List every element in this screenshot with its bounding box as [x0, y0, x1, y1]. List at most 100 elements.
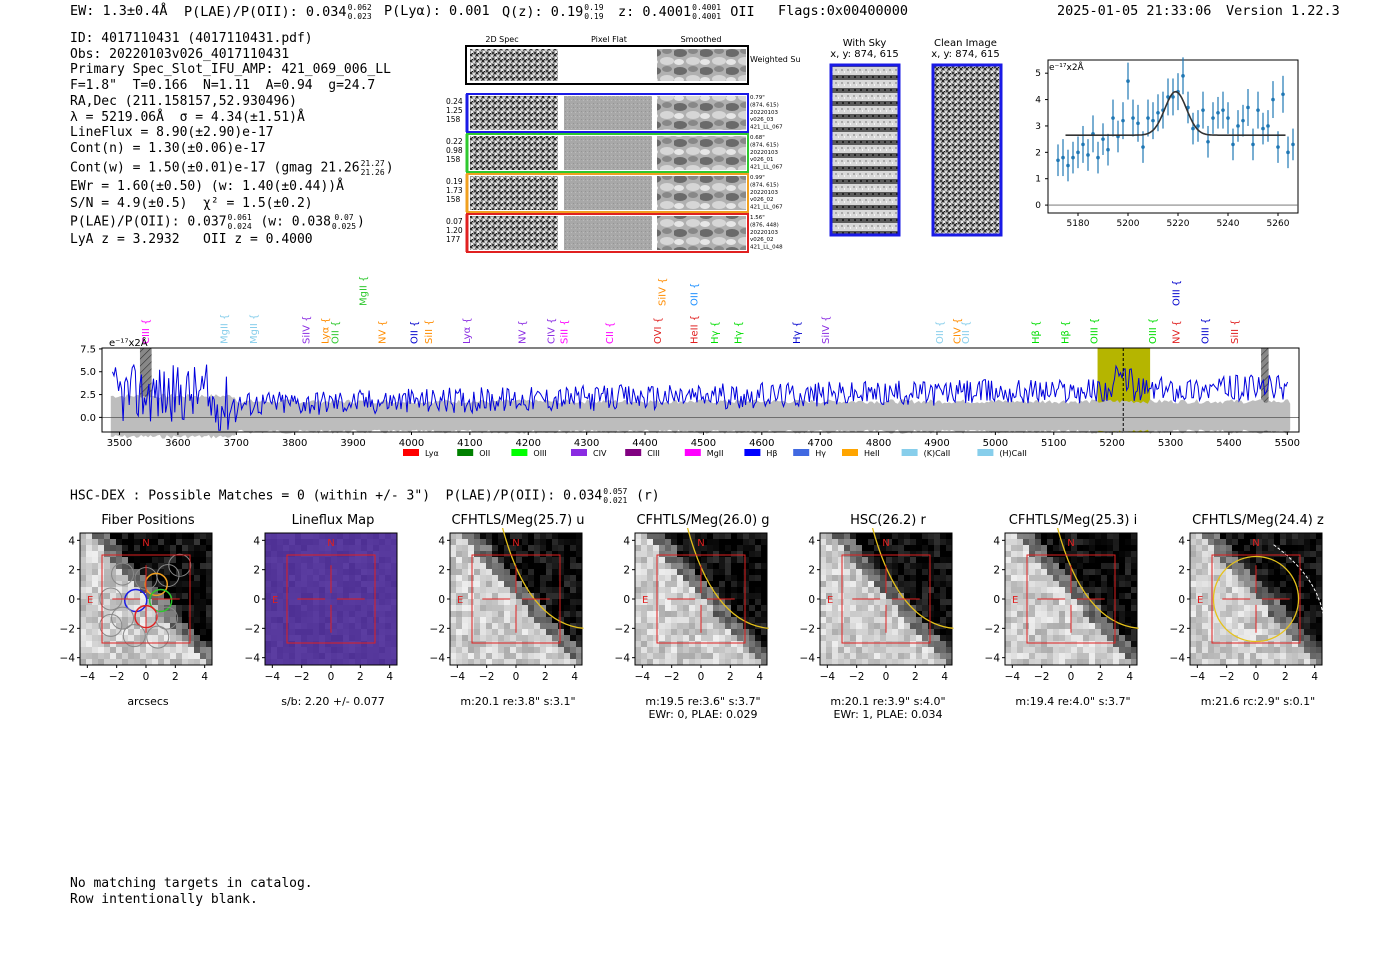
cutout-pixel — [1232, 539, 1239, 546]
cutout-pixel — [122, 611, 129, 618]
cutout-pixel — [1190, 593, 1197, 600]
info-sn: S/N = 4.9(±0.5) χ² = 1.5(±0.2) — [70, 196, 313, 212]
cutout-pixel — [1190, 545, 1197, 552]
cutout-pixel — [277, 659, 284, 666]
cutout-pixel — [1083, 647, 1090, 654]
cutout-pixel — [898, 641, 905, 648]
cutout-pixel — [104, 659, 111, 666]
cutout-pixel — [1071, 635, 1078, 642]
cutout-pixel — [307, 605, 314, 612]
cutout-pixel — [552, 611, 559, 618]
cutout-pixel — [313, 629, 320, 636]
cutout-pixel — [862, 647, 869, 654]
cutout-pixel — [1119, 563, 1126, 570]
cutout-pixel — [671, 587, 678, 594]
cutout-pixel — [564, 569, 571, 576]
spec2d-row-1-2dspec — [470, 136, 558, 170]
cutout-pixel — [880, 563, 887, 570]
cutout-pixel — [862, 641, 869, 648]
cutout-pixel — [904, 539, 911, 546]
zoom-xtick-label: 5220 — [1167, 219, 1190, 229]
cutout-pixel — [1262, 593, 1269, 600]
cutout-pixel — [1268, 629, 1275, 636]
spectral-line-labels: CIII {MgII {MgII {SiIV {Lyα {OII {MgII {… — [141, 276, 1241, 344]
cutout-pixel — [719, 641, 726, 648]
cutout-pixel — [98, 563, 105, 570]
spec2d-row-0-meta: v026_03 — [750, 117, 774, 123]
cutout-pixel — [313, 617, 320, 624]
cutout-pixel — [1119, 611, 1126, 618]
cutout-pixel — [940, 593, 947, 600]
cutout-pixel — [1292, 587, 1299, 594]
cutout-pixel — [1292, 575, 1299, 582]
cutout-pixel — [379, 557, 386, 564]
cutout-pixel — [1053, 557, 1060, 564]
cutout-pixel — [1286, 557, 1293, 564]
cutout-pixel — [641, 557, 648, 564]
cutout-pixel — [516, 629, 523, 636]
cutout-pixel — [904, 581, 911, 588]
cutout-pixel — [152, 605, 159, 612]
cutout-pixel — [904, 653, 911, 660]
cutout-pixel — [80, 653, 87, 660]
cutout-pixel — [301, 611, 308, 618]
cutout-pixel — [874, 605, 881, 612]
cutout-pixel — [755, 575, 762, 582]
cutout-pixel — [940, 617, 947, 624]
cutout-pixel — [1316, 635, 1323, 642]
cutout-pixel — [898, 587, 905, 594]
cutout-pixel — [904, 635, 911, 642]
cutout-pixel — [128, 575, 135, 582]
cutout-pixel — [122, 539, 129, 546]
cutout-pixel — [462, 581, 469, 588]
cutout-pixel — [552, 551, 559, 558]
cutout-pixel — [349, 539, 356, 546]
cutout-pixel — [492, 551, 499, 558]
cutout-pixel — [361, 545, 368, 552]
cutout-pixel — [152, 557, 159, 564]
cutout-pixel — [1035, 605, 1042, 612]
cutout-pixel — [844, 551, 851, 558]
cutout-pixel — [862, 557, 869, 564]
cutout-pixel — [349, 659, 356, 666]
cutout-pixel — [558, 635, 565, 642]
cutout-pixel — [146, 659, 153, 666]
spectrum-ytick-label: 7.5 — [80, 344, 96, 355]
cutout-pixel — [1029, 575, 1036, 582]
cutout-pixel — [373, 611, 380, 618]
cutout-pixel — [486, 635, 493, 642]
cutout-pixel — [200, 647, 207, 654]
cutout-pixel — [552, 623, 559, 630]
cutout-pixel — [1005, 587, 1012, 594]
cutout-pixel — [337, 575, 344, 582]
cutout-pixel — [1059, 575, 1066, 582]
cutout-pixel — [1244, 623, 1251, 630]
cutout-pixel — [283, 647, 290, 654]
cutout-pixel — [462, 653, 469, 660]
cutout-pixel — [367, 629, 374, 636]
cutout-pixel — [361, 539, 368, 546]
cutout-pixel — [892, 587, 899, 594]
cutout-pixel — [570, 611, 577, 618]
cutout-pixel — [110, 581, 117, 588]
cutout-pixel — [1196, 605, 1203, 612]
cutout-xtick-label: 0 — [883, 671, 890, 683]
cutout-pixel — [1202, 605, 1209, 612]
cutout-pixel — [1238, 545, 1245, 552]
header-flags: Flags:0x00400000 — [778, 3, 909, 19]
cutout-pixel — [701, 545, 708, 552]
cutout-pixel — [749, 551, 756, 558]
cutout-pixel — [1059, 635, 1066, 642]
cutout-pixel — [886, 593, 893, 600]
cutout-pixel — [576, 629, 583, 636]
cutout-pixel — [1101, 569, 1108, 576]
cutout-pixel — [1041, 611, 1048, 618]
cutout-pixel — [850, 575, 857, 582]
cutout-pixel — [1077, 647, 1084, 654]
line-label-siiv: SiIV { — [821, 316, 832, 344]
cutout-pixel — [725, 641, 732, 648]
cutout-pixel — [1232, 623, 1239, 630]
cutout-pixel — [379, 605, 386, 612]
cutout-pixel — [659, 575, 666, 582]
cutout-pixel — [940, 653, 947, 660]
